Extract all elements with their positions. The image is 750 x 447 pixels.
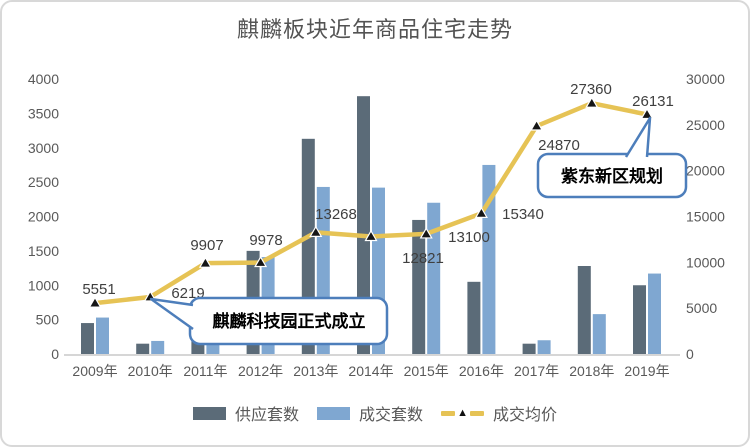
bar-supply-2016年 bbox=[467, 281, 481, 354]
callout-tech-park-tail bbox=[149, 297, 194, 331]
bar-supply-2017年 bbox=[522, 343, 536, 354]
deals-series-swatch bbox=[317, 406, 351, 420]
bar-deals-2010年 bbox=[151, 340, 165, 354]
legend-item-price: ▲ 成交均价 bbox=[441, 401, 557, 425]
callout-zidong-tail bbox=[624, 116, 652, 158]
bar-deals-2019年 bbox=[648, 273, 661, 354]
left-axis-tick: 0 bbox=[51, 346, 59, 362]
price-label-2012年: 9978 bbox=[249, 232, 282, 249]
left-axis-tick: 3500 bbox=[28, 105, 59, 121]
left-axis-tick: 1500 bbox=[28, 243, 59, 259]
left-axis-tick: 2000 bbox=[28, 209, 59, 225]
x-axis-label: 2012年 bbox=[238, 363, 283, 379]
bar-supply-2015年 bbox=[412, 219, 426, 354]
chart-legend: 供应套数 成交套数 ▲ 成交均价 bbox=[2, 401, 748, 425]
callout-zidong-text: 紫东新区规划 bbox=[561, 166, 663, 186]
legend-label-supply: 供应套数 bbox=[235, 407, 300, 424]
price-marker-2014年 bbox=[364, 229, 378, 242]
x-axis-label: 2010年 bbox=[128, 363, 173, 379]
price-label-2019年: 26131 bbox=[632, 93, 674, 110]
price-marker-2011年 bbox=[198, 256, 212, 268]
price-label-2017年: 24870 bbox=[538, 137, 580, 154]
left-axis-tick: 3000 bbox=[28, 140, 59, 156]
right-axis-tick: 5000 bbox=[686, 300, 717, 316]
callout-zidong-box bbox=[536, 152, 688, 199]
supply-series-swatch bbox=[193, 406, 227, 420]
bar-supply-2009年 bbox=[81, 323, 94, 354]
bar-supply-2010年 bbox=[136, 343, 150, 354]
price-marker-icon: ▲ bbox=[457, 406, 468, 419]
x-axis-label: 2019年 bbox=[624, 363, 669, 379]
price-line-segment bbox=[441, 410, 456, 416]
bar-deals-2016年 bbox=[482, 164, 496, 354]
right-axis-tick: 15000 bbox=[686, 209, 725, 225]
price-marker-2015年 bbox=[419, 227, 433, 239]
price-marker-2018年 bbox=[585, 96, 599, 108]
price-line-segment bbox=[469, 410, 484, 416]
price-marker-2016年 bbox=[474, 206, 488, 218]
left-axis-tick: 500 bbox=[36, 312, 60, 328]
price-marker-2012年 bbox=[254, 255, 268, 268]
right-axis-tick: 30000 bbox=[686, 71, 725, 87]
left-axis-tick: 2500 bbox=[28, 174, 59, 190]
price-label-2015年: 13100 bbox=[448, 229, 490, 246]
left-axis-tick: 1000 bbox=[28, 277, 59, 293]
bar-supply-2019年 bbox=[633, 285, 646, 354]
combo-chart: 0 500 1000 1500 2000 2500 3000 3500 4000 0 5000 100… bbox=[28, 71, 725, 379]
x-axis-label: 2009年 bbox=[72, 363, 117, 379]
bar-supply-2014年 bbox=[357, 96, 370, 354]
x-axis-label: 2013年 bbox=[293, 363, 338, 379]
price-label-2016年: 15340 bbox=[502, 206, 544, 223]
bar-deals-2018年 bbox=[592, 314, 606, 354]
legend-item-supply: 供应套数 bbox=[193, 401, 299, 425]
legend-item-deals: 成交套数 bbox=[317, 401, 423, 425]
price-label-2009年: 5551 bbox=[82, 281, 115, 298]
right-axis-tick: 0 bbox=[686, 346, 694, 362]
price-label-2018年: 27360 bbox=[570, 81, 612, 98]
right-axis-tick: 10000 bbox=[686, 254, 725, 270]
chart-title: 麒麟板块近年商品住宅走势 bbox=[236, 17, 513, 42]
legend-label-price: 成交均价 bbox=[492, 407, 557, 424]
bar-supply-2018年 bbox=[577, 266, 591, 354]
bar-deals-2015年 bbox=[427, 202, 441, 354]
price-series-swatch: ▲ bbox=[441, 406, 484, 419]
x-axis-label: 2011年 bbox=[183, 363, 227, 379]
x-axis-label: 2018年 bbox=[569, 363, 614, 379]
bar-deals-2017年 bbox=[537, 340, 551, 354]
x-axis-label: 2014年 bbox=[348, 363, 393, 379]
price-marker-2017年 bbox=[530, 119, 544, 131]
left-axis-tick: 4000 bbox=[28, 71, 59, 87]
bar-deals-2009年 bbox=[96, 317, 109, 354]
x-axis-label: 2017年 bbox=[514, 363, 559, 379]
price-label-2011年: 9907 bbox=[190, 237, 223, 254]
callout-tech-park-text: 麒麟科技园正式成立 bbox=[213, 311, 366, 331]
price-marker-2013年 bbox=[309, 225, 323, 237]
price-marker-2019年 bbox=[640, 107, 654, 120]
price-marker-2009年 bbox=[88, 296, 102, 308]
price-label-2014年: 12821 bbox=[402, 250, 444, 267]
x-axis-label: 2016年 bbox=[459, 363, 504, 379]
price-line bbox=[92, 100, 650, 306]
x-axis-label: 2015年 bbox=[404, 363, 449, 379]
right-axis-tick: 25000 bbox=[686, 117, 725, 133]
right-axis-tick: 20000 bbox=[686, 163, 725, 179]
legend-label-deals: 成交套数 bbox=[359, 407, 424, 424]
price-label-2013年: 13268 bbox=[315, 206, 357, 223]
